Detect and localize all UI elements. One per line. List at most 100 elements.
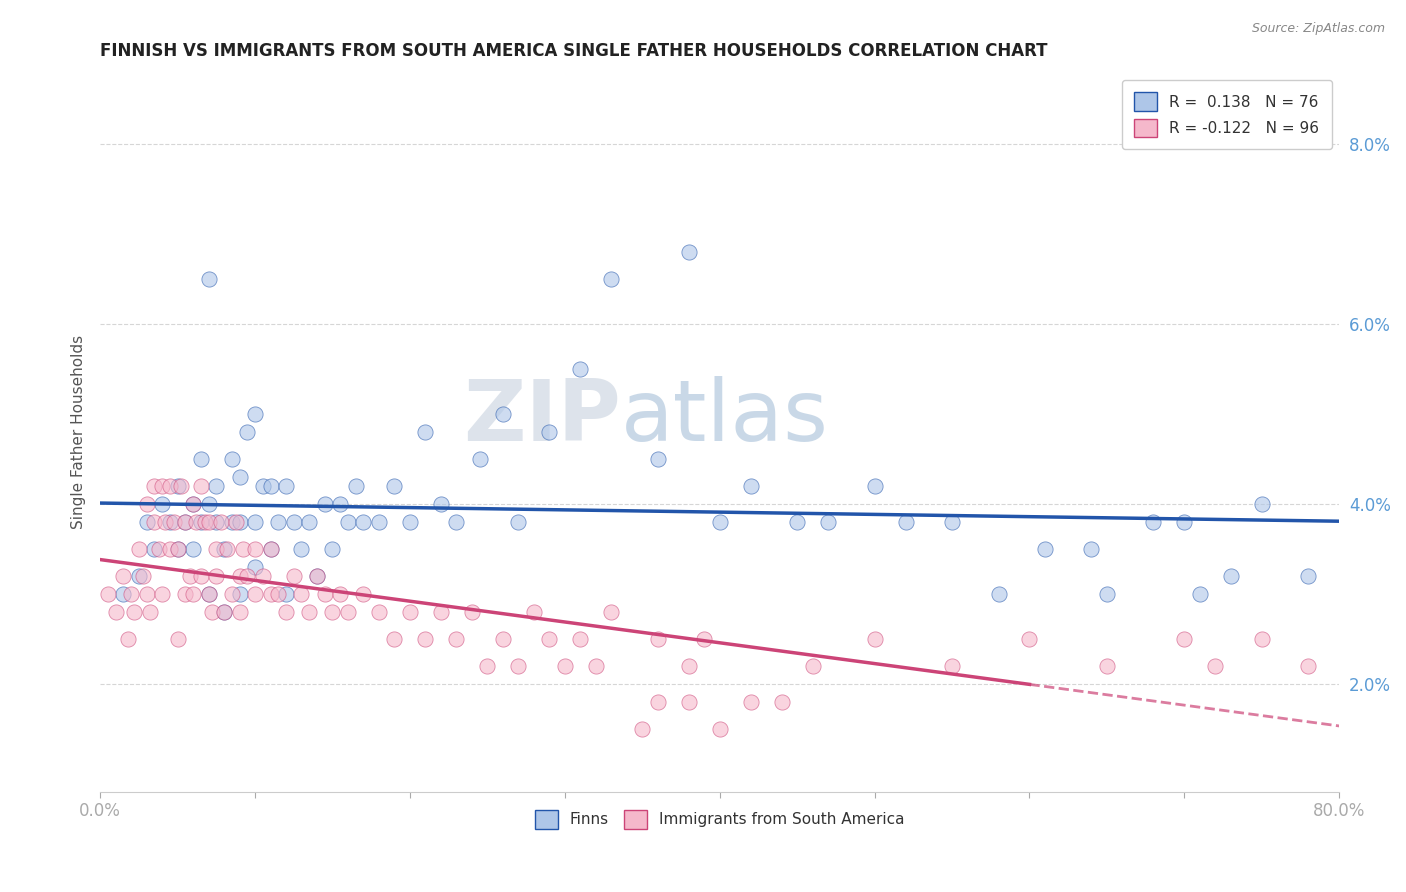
- Point: [283, 569, 305, 583]
- Point: [352, 587, 374, 601]
- Point: [314, 497, 336, 511]
- Point: [243, 560, 266, 574]
- Point: [135, 587, 157, 601]
- Point: [197, 272, 219, 286]
- Point: [477, 659, 499, 673]
- Point: [217, 542, 239, 557]
- Point: [252, 569, 274, 583]
- Point: [1095, 587, 1118, 601]
- Point: [174, 515, 197, 529]
- Point: [863, 479, 886, 493]
- Point: [1298, 659, 1320, 673]
- Point: [166, 479, 188, 493]
- Point: [801, 659, 824, 673]
- Point: [190, 515, 212, 529]
- Legend: Finns, Immigrants from South America: Finns, Immigrants from South America: [529, 804, 911, 835]
- Point: [221, 587, 243, 601]
- Point: [305, 569, 328, 583]
- Point: [786, 515, 808, 529]
- Point: [274, 605, 297, 619]
- Point: [138, 605, 160, 619]
- Text: Source: ZipAtlas.com: Source: ZipAtlas.com: [1251, 22, 1385, 36]
- Point: [740, 479, 762, 493]
- Point: [709, 722, 731, 736]
- Point: [415, 632, 437, 646]
- Point: [232, 542, 254, 557]
- Point: [600, 605, 623, 619]
- Point: [461, 605, 484, 619]
- Point: [267, 587, 290, 601]
- Point: [150, 497, 173, 511]
- Point: [228, 587, 250, 601]
- Point: [212, 542, 235, 557]
- Point: [1173, 632, 1195, 646]
- Point: [894, 515, 917, 529]
- Point: [212, 605, 235, 619]
- Point: [228, 515, 250, 529]
- Point: [298, 515, 321, 529]
- Point: [201, 605, 224, 619]
- Point: [1142, 515, 1164, 529]
- Point: [290, 542, 312, 557]
- Point: [205, 479, 228, 493]
- Point: [321, 605, 343, 619]
- Point: [236, 569, 259, 583]
- Point: [538, 632, 561, 646]
- Point: [1219, 569, 1241, 583]
- Point: [329, 587, 352, 601]
- Point: [212, 605, 235, 619]
- Point: [523, 605, 546, 619]
- Point: [384, 632, 406, 646]
- Point: [430, 605, 453, 619]
- Point: [163, 515, 186, 529]
- Point: [112, 569, 135, 583]
- Point: [205, 542, 228, 557]
- Point: [1188, 587, 1211, 601]
- Point: [205, 515, 228, 529]
- Point: [205, 569, 228, 583]
- Point: [631, 722, 654, 736]
- Point: [368, 515, 391, 529]
- Point: [104, 605, 127, 619]
- Point: [678, 245, 700, 260]
- Point: [221, 515, 243, 529]
- Point: [228, 569, 250, 583]
- Point: [314, 587, 336, 601]
- Point: [290, 587, 312, 601]
- Point: [344, 479, 367, 493]
- Point: [492, 632, 515, 646]
- Point: [569, 632, 592, 646]
- Point: [399, 605, 422, 619]
- Point: [1204, 659, 1226, 673]
- Point: [446, 515, 468, 529]
- Text: atlas: atlas: [620, 376, 828, 459]
- Point: [693, 632, 716, 646]
- Point: [236, 425, 259, 440]
- Point: [209, 515, 232, 529]
- Point: [128, 569, 150, 583]
- Point: [468, 452, 491, 467]
- Point: [305, 569, 328, 583]
- Point: [1033, 542, 1056, 557]
- Point: [740, 695, 762, 709]
- Point: [166, 632, 188, 646]
- Point: [987, 587, 1010, 601]
- Point: [283, 515, 305, 529]
- Point: [267, 515, 290, 529]
- Point: [554, 659, 576, 673]
- Point: [197, 587, 219, 601]
- Point: [148, 542, 170, 557]
- Point: [817, 515, 839, 529]
- Point: [174, 587, 197, 601]
- Point: [1298, 569, 1320, 583]
- Point: [863, 632, 886, 646]
- Point: [508, 659, 530, 673]
- Point: [647, 695, 669, 709]
- Point: [259, 587, 281, 601]
- Point: [179, 569, 201, 583]
- Point: [1250, 632, 1272, 646]
- Point: [190, 479, 212, 493]
- Point: [647, 452, 669, 467]
- Point: [194, 515, 217, 529]
- Point: [243, 542, 266, 557]
